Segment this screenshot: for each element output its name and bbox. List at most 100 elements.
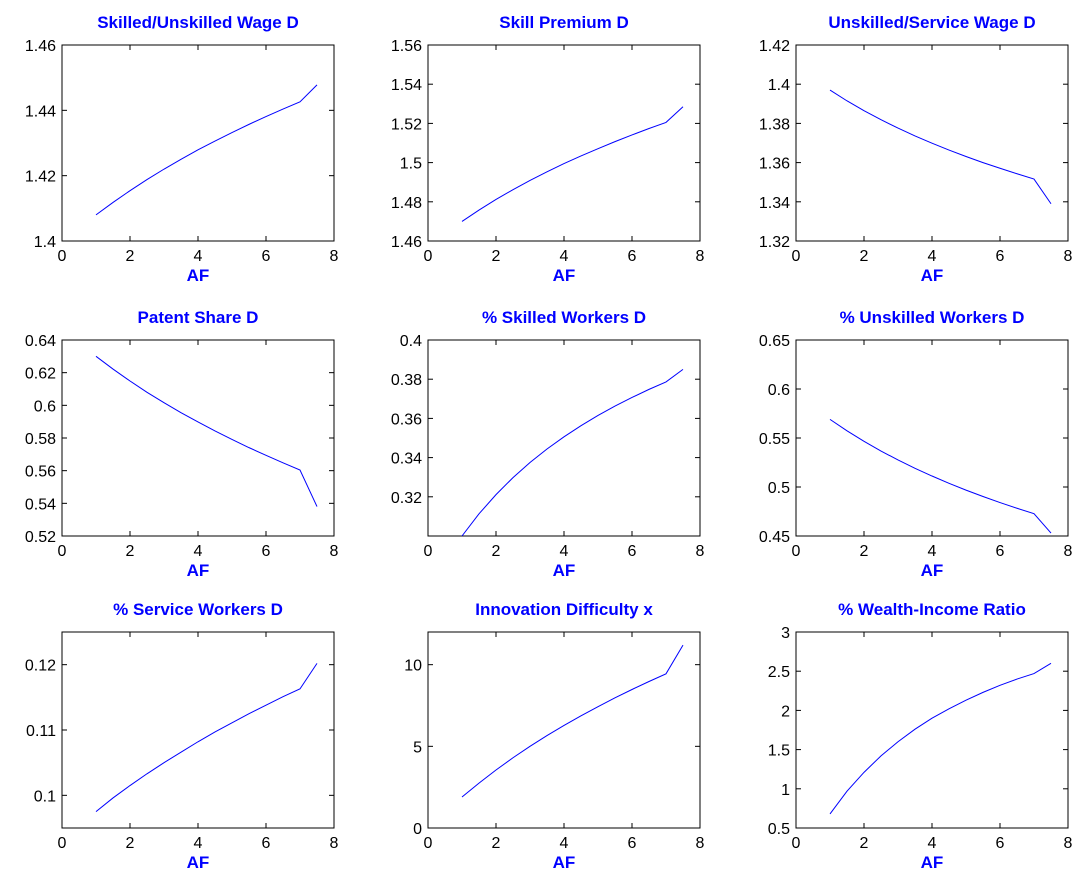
subplot-title: % Skilled Workers D <box>482 308 646 327</box>
series-line <box>95 84 318 216</box>
x-axis-label: AF <box>553 266 576 285</box>
axes-box <box>427 631 701 829</box>
axes-box <box>427 44 701 242</box>
y-tick-label: 1.38 <box>759 116 790 133</box>
y-tick-label: 1.52 <box>391 116 422 133</box>
y-tick-label: 1.5 <box>400 156 422 173</box>
x-tick-label: 4 <box>560 543 569 560</box>
y-tick-label: 1.48 <box>391 195 422 212</box>
x-tick-label: 2 <box>126 835 135 852</box>
x-tick-label: 8 <box>696 248 705 265</box>
x-tick-label: 2 <box>860 248 869 265</box>
y-tick-label: 0.65 <box>759 333 790 350</box>
subplot: % Unskilled Workers D 0 2 4 6 8 0.45 0.5 0.55 0.6… <box>759 308 1073 580</box>
y-tick-label: 1.46 <box>25 38 56 55</box>
x-tick-label: 6 <box>262 543 271 560</box>
x-tick-label: 8 <box>330 543 339 560</box>
y-tick-label: 1.54 <box>391 77 422 94</box>
y-tick-label: 0.32 <box>391 490 422 507</box>
y-tick-label: 0.55 <box>759 431 790 448</box>
x-axis-label: AF <box>553 561 576 580</box>
y-tick-label: 3 <box>781 625 790 642</box>
series-line <box>461 644 684 798</box>
x-tick-label: 0 <box>58 835 67 852</box>
x-axis-label: AF <box>921 561 944 580</box>
subplot-title: % Wealth-Income Ratio <box>838 600 1026 619</box>
y-tick-label: 1.36 <box>759 156 790 173</box>
x-axis-label: AF <box>187 561 210 580</box>
y-tick-label: 1.42 <box>25 169 56 186</box>
y-tick-label: 0.58 <box>25 431 56 448</box>
y-tick-label: 0.12 <box>25 658 56 675</box>
y-tick-label: 1.42 <box>759 38 790 55</box>
subplot-title: % Service Workers D <box>113 600 283 619</box>
x-tick-label: 8 <box>696 543 705 560</box>
x-tick-label: 4 <box>928 248 937 265</box>
y-tick-label: 0.1 <box>34 788 56 805</box>
x-tick-label: 0 <box>424 835 433 852</box>
y-tick-label: 0.62 <box>25 366 56 383</box>
x-tick-label: 8 <box>1064 835 1073 852</box>
subplot: Skilled/Unskilled Wage D 0 2 4 6 8 1.4 1.42 1.44… <box>25 13 339 285</box>
x-tick-label: 2 <box>492 248 501 265</box>
y-tick-label: 1.44 <box>25 103 56 120</box>
y-tick-label: 1.46 <box>391 234 422 251</box>
x-tick-label: 0 <box>424 543 433 560</box>
subplot: % Service Workers D 0 2 4 6 8 0.1 0.11 0.12 AF <box>25 600 339 872</box>
axes-box <box>427 339 701 537</box>
y-tick-label: 0.5 <box>768 821 790 838</box>
x-tick-label: 8 <box>330 248 339 265</box>
y-tick-label: 0 <box>413 821 422 838</box>
x-axis-label: AF <box>187 853 210 872</box>
subplot: % Wealth-Income Ratio 0 2 4 6 8 0.5 1 1.5 2 2.5 3 AF <box>768 600 1073 872</box>
y-tick-label: 0.11 <box>26 723 56 740</box>
y-tick-label: 1.4 <box>34 234 56 251</box>
x-tick-label: 6 <box>262 248 271 265</box>
x-tick-label: 8 <box>1064 543 1073 560</box>
x-tick-label: 0 <box>792 543 801 560</box>
x-tick-label: 6 <box>628 543 637 560</box>
x-tick-label: 4 <box>560 835 569 852</box>
x-tick-label: 6 <box>996 835 1005 852</box>
x-tick-label: 0 <box>58 248 67 265</box>
y-tick-label: 0.54 <box>25 496 56 513</box>
x-tick-label: 2 <box>126 543 135 560</box>
subplot-title: Skill Premium D <box>499 13 628 32</box>
y-tick-label: 0.4 <box>400 333 422 350</box>
axes-box <box>61 44 335 242</box>
x-tick-label: 2 <box>860 543 869 560</box>
series-line <box>829 418 1052 534</box>
y-tick-label: 2 <box>781 703 790 720</box>
x-tick-label: 6 <box>996 543 1005 560</box>
y-tick-label: 2.5 <box>768 664 790 681</box>
series-line <box>829 89 1052 205</box>
x-tick-label: 8 <box>330 835 339 852</box>
series-line <box>95 355 318 507</box>
subplot: Skill Premium D 0 2 4 6 8 1.46 1.48 1.5 1.52 1.54 1… <box>391 13 705 285</box>
y-tick-label: 0.52 <box>25 529 56 546</box>
y-tick-label: 0.45 <box>759 529 790 546</box>
x-axis-label: AF <box>921 853 944 872</box>
x-tick-label: 4 <box>194 543 203 560</box>
x-tick-label: 6 <box>628 835 637 852</box>
x-tick-label: 2 <box>492 835 501 852</box>
axes-box <box>61 631 335 829</box>
x-tick-label: 4 <box>928 835 937 852</box>
x-tick-label: 2 <box>492 543 501 560</box>
x-tick-label: 8 <box>696 835 705 852</box>
y-tick-label: 10 <box>404 658 422 675</box>
y-tick-label: 1 <box>781 782 790 799</box>
series-line <box>829 662 1052 815</box>
y-tick-label: 0.56 <box>25 464 56 481</box>
y-tick-label: 0.6 <box>34 398 56 415</box>
x-tick-label: 4 <box>194 835 203 852</box>
x-tick-label: 2 <box>860 835 869 852</box>
axes-box <box>795 339 1069 537</box>
subplot-title: Patent Share D <box>138 308 259 327</box>
x-tick-label: 4 <box>928 543 937 560</box>
subplot: Innovation Difficulty x 0 2 4 6 8 0 5 10 AF <box>404 600 704 872</box>
x-tick-label: 0 <box>792 248 801 265</box>
y-tick-label: 0.34 <box>391 451 422 468</box>
y-tick-label: 0.36 <box>391 411 422 428</box>
x-tick-label: 8 <box>1064 248 1073 265</box>
